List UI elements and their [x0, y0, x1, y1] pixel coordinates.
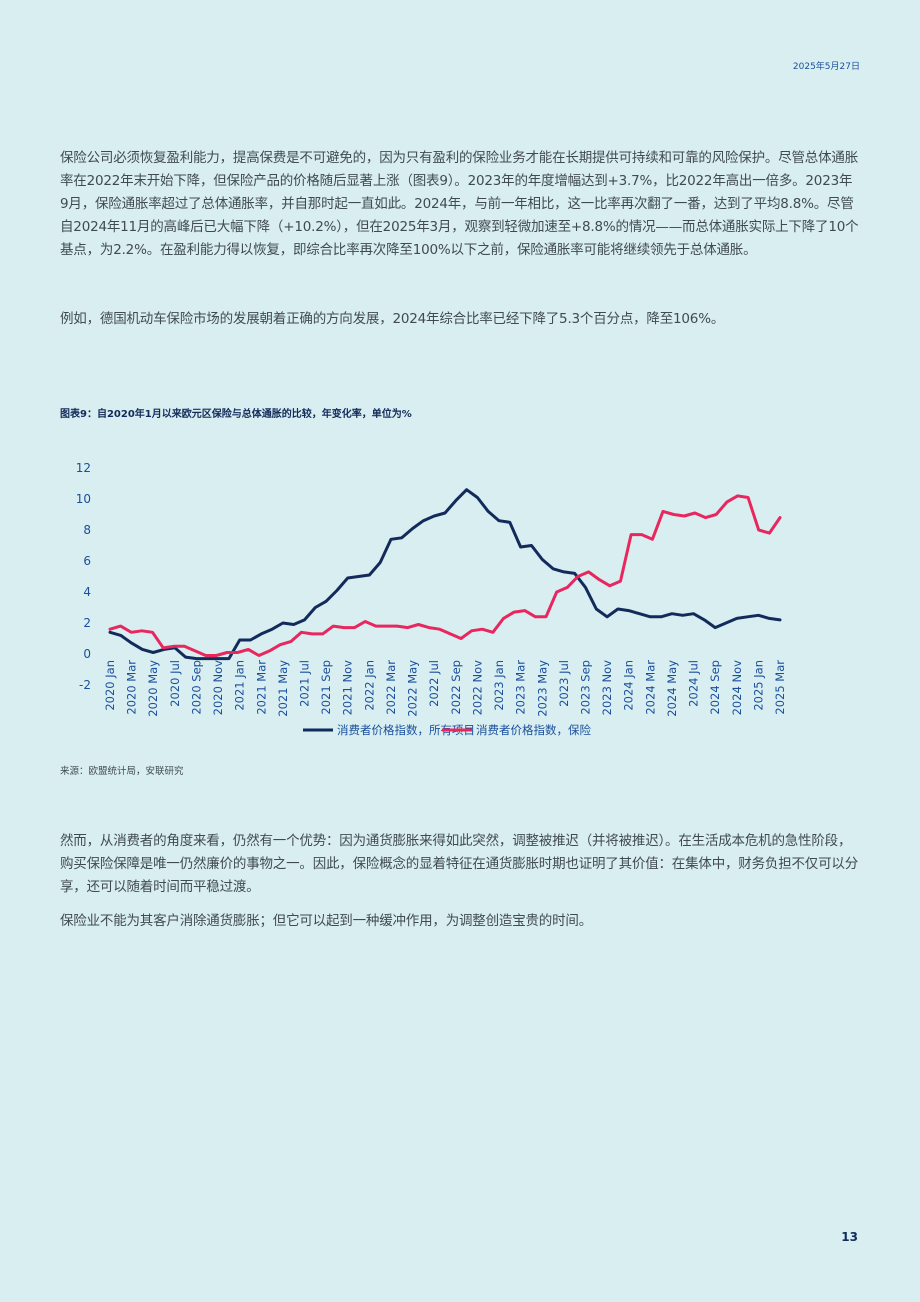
legend-label: 消费者价格指数，保险 — [476, 723, 591, 737]
figure-source: 来源：欧盟统计局，安联研究 — [60, 766, 184, 777]
y-tick-label: -2 — [79, 678, 91, 692]
x-tick-label: 2023 Jul — [557, 660, 571, 707]
x-tick-label: 2022 Jan — [362, 660, 376, 711]
x-tick-label: 2021 Mar — [254, 660, 268, 715]
y-tick-label: 12 — [76, 461, 91, 475]
x-tick-label: 2024 Sep — [708, 660, 722, 715]
x-tick-label: 2021 May — [276, 660, 290, 717]
x-tick-label: 2024 Jul — [687, 660, 701, 707]
x-tick-label: 2023 Sep — [578, 660, 592, 715]
x-tick-label: 2024 Jan — [622, 660, 636, 711]
inflation-line-chart: 12 10 8 6 4 2 0 -2 2020 Jan 2020 Mar 2020 May 2020 … — [76, 461, 787, 737]
x-tick-label: 2023 Mar — [514, 660, 528, 715]
page-number: 13 — [841, 1230, 858, 1244]
series-line-insurance — [108, 494, 782, 657]
x-tick-label: 2023 May — [535, 660, 549, 717]
y-tick-label: 8 — [83, 523, 91, 537]
x-tick-label: 2024 May — [665, 660, 679, 717]
x-tick-label: 2020 Jul — [168, 660, 182, 707]
x-tick-label: 2020 Sep — [189, 660, 203, 715]
x-tick-label: 2022 May — [406, 660, 420, 717]
x-tick-label: 2021 Nov — [341, 660, 355, 716]
x-tick-label: 2023 Nov — [600, 660, 614, 716]
x-tick-label: 2021 Jul — [298, 660, 312, 707]
x-tick-label: 2023 Jan — [492, 660, 506, 711]
x-tick-label: 2022 Jul — [427, 660, 441, 707]
paragraph-consumer-perspective: 然而，从消费者的角度来看，仍然有一个优势：因为通货膨胀来得如此突然，调整被推迟（… — [60, 833, 858, 895]
y-tick-label: 4 — [83, 585, 91, 599]
y-tick-label: 10 — [76, 492, 91, 506]
x-tick-label: 2020 Nov — [211, 660, 225, 716]
x-tick-label: 2021 Jan — [233, 660, 247, 711]
x-tick-label: 2024 Mar — [643, 660, 657, 715]
x-tick-label: 2022 Nov — [470, 660, 484, 716]
y-tick-label: 6 — [83, 554, 91, 568]
y-tick-label: 0 — [83, 647, 91, 661]
x-tick-label: 2025 Jan — [751, 660, 765, 711]
x-tick-label: 2021 Sep — [319, 660, 333, 715]
x-tick-label: 2022 Mar — [384, 660, 398, 715]
x-tick-label: 2022 Sep — [449, 660, 463, 715]
report-date: 2025年5月27日 — [792, 62, 860, 72]
figure-title: 图表9：自2020年1月以来欧元区保险与总体通胀的比较，年变化率，单位为% — [60, 409, 412, 420]
paragraph-profitability: 保险公司必须恢复盈利能力，提高保费是不可避免的，因为只有盈利的保险业务才能在长期… — [60, 150, 859, 258]
series-line-all-items — [108, 488, 782, 661]
x-tick-label: 2020 May — [146, 660, 160, 717]
legend-label: 消费者价格指数，所有项目 — [337, 723, 475, 737]
x-tick-label: 2020 Mar — [125, 660, 139, 715]
x-tick-label: 2025 Mar — [773, 660, 787, 715]
x-tick-label: 2020 Jan — [103, 660, 117, 711]
y-tick-label: 2 — [83, 616, 91, 630]
x-tick-label: 2024 Nov — [730, 660, 744, 716]
paragraph-conclusion: 保险业不能为其客户消除通货膨胀；但它可以起到一种缓冲作用，为调整创造宝贵的时间。 — [60, 913, 592, 929]
paragraph-germany-example: 例如，德国机动车保险市场的发展朝着正确的方向发展，2024年综合比率已经下降了5… — [60, 311, 725, 327]
